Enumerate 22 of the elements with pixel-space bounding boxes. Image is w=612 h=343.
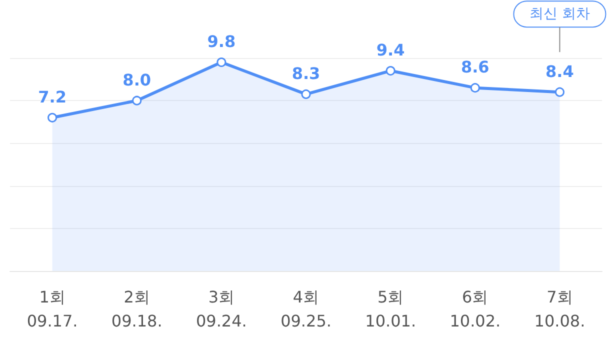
point	[48, 112, 58, 122]
data-label: 8.3	[292, 64, 320, 83]
data-label: 8.0	[122, 70, 152, 90]
data-label: 9.8	[207, 32, 236, 52]
point	[216, 58, 226, 68]
point	[301, 89, 311, 99]
point	[554, 87, 564, 97]
data-label: 8.4	[546, 62, 574, 81]
x-tick-label: 3회 09.24.	[196, 288, 247, 330]
x-tick-label: 1회 09.17.	[26, 288, 78, 330]
data-label: 9.4	[376, 40, 405, 60]
data-label: 8.6	[460, 58, 490, 77]
point	[132, 96, 142, 106]
text: 최신 회차	[529, 6, 590, 22]
x-tick-label: 2회 09.18.	[111, 288, 162, 330]
point	[470, 83, 480, 93]
data-label: 7.2	[38, 87, 66, 106]
x-tick-label: 7회 10.08.	[534, 288, 586, 330]
point	[386, 66, 396, 76]
x-tick-label: 4회 09.25.	[280, 288, 332, 330]
x-tick-label: 6회 10.02.	[450, 288, 501, 330]
x-tick-label: 5회 10.01.	[365, 288, 416, 330]
